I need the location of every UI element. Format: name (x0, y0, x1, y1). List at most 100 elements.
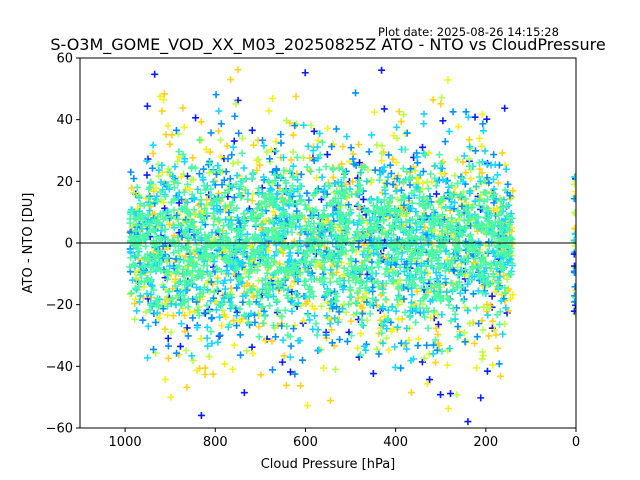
scatter-point (191, 236, 199, 244)
scatter-point (306, 283, 314, 291)
scatter-point (337, 194, 345, 202)
scatter-point (209, 178, 217, 186)
scatter-point (286, 119, 294, 127)
scatter-point (390, 231, 398, 239)
scatter-point (184, 332, 192, 340)
scatter-point (218, 232, 226, 240)
scatter-point (426, 276, 434, 284)
scatter-point (249, 293, 257, 301)
scatter-point (380, 163, 388, 171)
scatter-point (479, 127, 487, 135)
scatter-point (248, 126, 256, 134)
scatter-point (243, 237, 251, 245)
scatter-point (412, 267, 420, 275)
scatter-point (319, 221, 327, 229)
scatter-point (342, 211, 350, 219)
scatter-point (367, 224, 375, 232)
scatter-point (226, 175, 234, 183)
scatter-point (432, 359, 440, 367)
scatter-point (262, 280, 270, 288)
scatter-point (197, 196, 205, 204)
scatter-point (291, 122, 299, 130)
scatter-point (480, 303, 488, 311)
scatter-point (408, 250, 416, 258)
scatter-point (385, 272, 393, 280)
scatter-point (249, 246, 257, 254)
scatter-point (199, 173, 207, 181)
scatter-point (313, 143, 321, 151)
scatter-point (287, 283, 295, 291)
scatter-point (131, 315, 139, 323)
scatter-point (242, 186, 250, 194)
scatter-point (269, 197, 277, 205)
scatter-point (217, 268, 225, 276)
scatter-point (383, 258, 391, 266)
scatter-point (439, 117, 447, 125)
scatter-point (155, 172, 163, 180)
scatter-point (495, 360, 503, 368)
scatter-point (162, 131, 170, 139)
scatter-point (229, 365, 237, 373)
scatter-point (416, 275, 424, 283)
scatter-point (263, 202, 271, 210)
scatter-point (434, 320, 442, 328)
scatter-point (304, 142, 312, 150)
scatter-point (280, 285, 288, 293)
scatter-point (146, 257, 154, 265)
scatter-point (288, 288, 296, 296)
scatter-point (289, 148, 297, 156)
scatter-point (399, 165, 407, 173)
scatter-point (147, 291, 155, 299)
scatter-point (153, 309, 161, 317)
scatter-point (227, 276, 235, 284)
scatter-point (461, 329, 469, 337)
scatter-point (200, 182, 208, 190)
scatter-point (407, 165, 415, 173)
scatter-point (233, 214, 241, 222)
scatter-point (385, 251, 393, 259)
scatter-point (420, 193, 428, 201)
scatter-point (170, 206, 178, 214)
y-axis-label: ATO - NTO [DU] (21, 193, 36, 294)
scatter-point (293, 200, 301, 208)
scatter-point (313, 186, 321, 194)
scatter-point (196, 267, 204, 275)
scatter-point (180, 257, 188, 265)
scatter-point (392, 223, 400, 231)
scatter-point (405, 255, 413, 263)
scatter-point (265, 195, 273, 203)
scatter-point (365, 266, 373, 274)
scatter-point (310, 292, 318, 300)
scatter-point (306, 245, 314, 253)
scatter-point (363, 253, 371, 261)
scatter-point (195, 170, 203, 178)
scatter-point (290, 301, 298, 309)
scatter-point (306, 154, 314, 162)
scatter-point (366, 300, 374, 308)
scatter-point (441, 275, 449, 283)
scatter-point (164, 302, 172, 310)
scatter-point (501, 104, 509, 112)
scatter-point (396, 207, 404, 215)
scatter-point (376, 316, 384, 324)
scatter-point (269, 366, 277, 374)
scatter-point (354, 243, 362, 251)
scatter-point (265, 107, 273, 115)
scatter-point (239, 292, 247, 300)
scatter-point (398, 249, 406, 257)
scatter-point (333, 262, 341, 270)
scatter-point (277, 172, 285, 180)
scatter-point (329, 271, 337, 279)
scatter-point (391, 343, 399, 351)
scatter-point (310, 219, 318, 227)
scatter-point (160, 96, 168, 104)
scatter-point (161, 225, 169, 233)
scatter-point (255, 288, 263, 296)
scatter-point (458, 270, 466, 278)
scatter-point (194, 247, 202, 255)
scatter-point (229, 160, 237, 168)
scatter-point (379, 339, 387, 347)
scatter-point (226, 291, 234, 299)
scatter-point (256, 161, 264, 169)
scatter-point (301, 69, 309, 77)
